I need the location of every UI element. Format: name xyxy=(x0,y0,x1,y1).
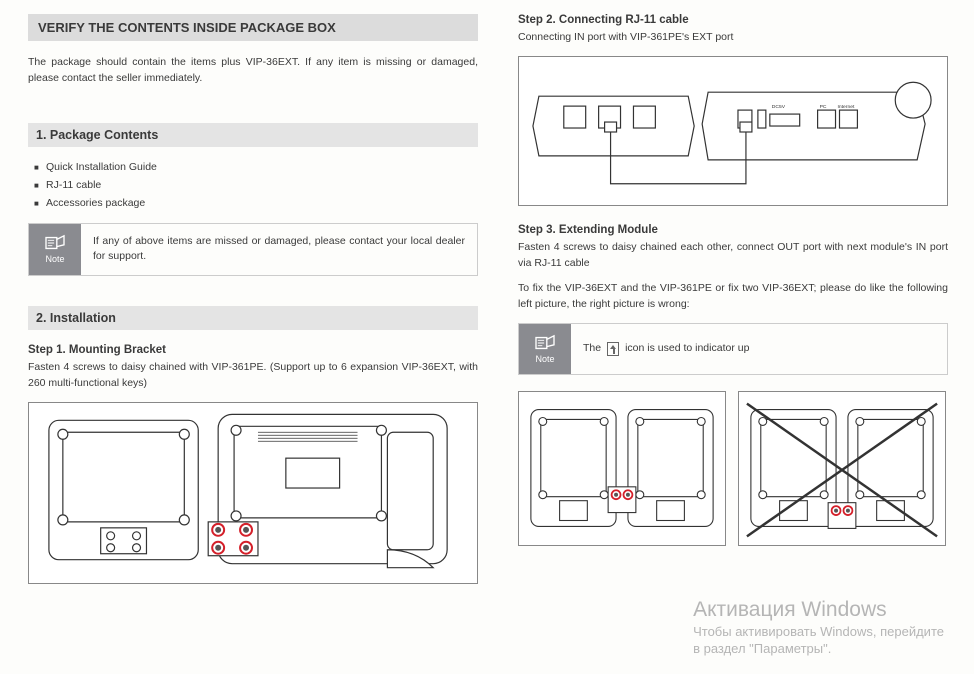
step1-title: Step 1. Mounting Bracket xyxy=(28,344,478,356)
svg-text:DC5V: DC5V xyxy=(772,104,786,110)
package-items-list: Quick Installation Guide RJ-11 cable Acc… xyxy=(34,161,478,209)
diagram-step3-row xyxy=(518,391,948,546)
list-item: RJ-11 cable xyxy=(34,179,478,191)
step3-title: Step 3. Extending Module xyxy=(518,224,948,236)
diagram-wrong xyxy=(738,391,946,546)
diagram-step1 xyxy=(28,402,478,584)
note2-suffix: icon is used to indicator up xyxy=(625,341,749,357)
note-icon xyxy=(534,334,556,352)
svg-text:PC: PC xyxy=(820,104,827,110)
step2-body: Connecting IN port with VIP-361PE's EXT … xyxy=(518,30,948,46)
section-package-contents: 1. Package Contents xyxy=(28,123,478,147)
main-title: VERIFY THE CONTENTS INSIDE PACKAGE BOX xyxy=(28,14,478,41)
note-label: Note xyxy=(45,254,64,264)
diagram-correct xyxy=(518,391,726,546)
list-item: Accessories package xyxy=(34,197,478,209)
step1-body: Fasten 4 screws to daisy chained with VI… xyxy=(28,360,478,392)
intro-text: The package should contain the items plu… xyxy=(28,55,478,87)
note-label: Note xyxy=(535,354,554,364)
watermark-line2: Чтобы активировать Windows, перейдите xyxy=(693,624,944,639)
note-text-2: The icon is used to indicator up xyxy=(571,324,947,374)
diagram-step2: DC5V PC Internet xyxy=(518,56,948,206)
arrow-up-icon xyxy=(607,342,619,356)
note2-prefix: The xyxy=(583,341,601,357)
step3-body-1: Fasten 4 screws to daisy chained each ot… xyxy=(518,240,948,272)
watermark-title: Активация Windows xyxy=(693,598,944,622)
note-tab: Note xyxy=(29,224,81,276)
note-tab: Note xyxy=(519,324,571,374)
step3-body-2: To fix the VIP-36EXT and the VIP-361PE o… xyxy=(518,281,948,313)
step2-title: Step 2. Connecting RJ-11 cable xyxy=(518,14,948,26)
watermark-line3: в раздел "Параметры". xyxy=(693,641,944,656)
section-installation: 2. Installation xyxy=(28,306,478,330)
svg-text:Internet: Internet xyxy=(838,104,855,110)
windows-activation-watermark: Активация Windows Чтобы активировать Win… xyxy=(693,598,944,656)
note-box-2: Note The icon is used to indicator up xyxy=(518,323,948,375)
list-item: Quick Installation Guide xyxy=(34,161,478,173)
note-icon xyxy=(44,234,66,252)
note-box-1: Note If any of above items are missed or… xyxy=(28,223,478,277)
note-text: If any of above items are missed or dama… xyxy=(81,224,477,276)
